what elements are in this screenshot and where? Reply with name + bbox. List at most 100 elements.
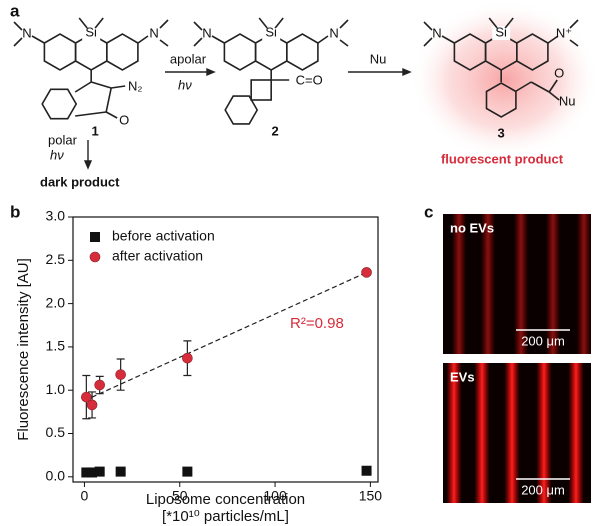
scale-label: 200 μm <box>521 333 565 348</box>
bond <box>339 39 349 47</box>
bond <box>111 85 126 89</box>
legend-label: after activation <box>112 248 203 264</box>
compound-label: 2 <box>272 123 279 138</box>
point <box>87 467 98 478</box>
product-label: dark product <box>40 174 120 189</box>
atom: N <box>202 25 211 40</box>
bond <box>423 37 433 47</box>
bond <box>74 81 92 93</box>
bond <box>193 37 203 47</box>
x-tick-label: 50 <box>172 488 188 504</box>
condition: Nu <box>370 51 387 66</box>
stripe <box>537 363 551 503</box>
bond <box>105 111 118 119</box>
point <box>86 399 98 411</box>
panel-label: c <box>424 202 433 221</box>
bond <box>159 39 169 47</box>
point <box>115 466 126 477</box>
x-axis-label: [*10¹⁰ particles/mL] <box>162 508 289 525</box>
y-tick-label: 2.0 <box>46 294 66 310</box>
y-tick-label: 2.5 <box>46 251 66 267</box>
bond <box>137 35 149 44</box>
condition: polar <box>48 132 78 147</box>
bond <box>13 21 23 31</box>
atom: Si <box>495 24 507 39</box>
point <box>361 465 372 476</box>
atom: Si <box>85 24 97 39</box>
bond <box>105 87 112 113</box>
ring <box>515 33 549 71</box>
bond <box>317 35 329 44</box>
atom: N⁺ <box>556 25 572 40</box>
condition: hν <box>50 147 64 162</box>
point <box>94 379 105 391</box>
bond <box>339 19 349 29</box>
bond <box>423 21 433 31</box>
atom-bg <box>82 26 101 40</box>
bond <box>90 81 112 89</box>
atom: N <box>149 25 158 40</box>
atom: N <box>432 25 441 40</box>
x-tick-label: 150 <box>359 488 383 504</box>
stripe <box>577 214 591 354</box>
atom-bg <box>262 26 281 40</box>
x-axis-label: Liposome concentration <box>146 491 305 508</box>
chart: 0.0 0.5 1.0 1.5 2.0 2.5 3.0 0 50 100 150 Fluorescen… <box>15 208 382 525</box>
panel-label: b <box>10 202 20 221</box>
ring <box>285 33 319 71</box>
image-label: no EVs <box>450 220 494 235</box>
stripe <box>546 214 560 354</box>
stripe <box>505 363 519 503</box>
x-tick-label: 0 <box>81 488 89 504</box>
arrows <box>83 67 412 170</box>
legend-label: before activation <box>112 228 215 244</box>
panel-label: a <box>10 1 20 20</box>
ring <box>43 33 77 71</box>
compound-label: 1 <box>92 123 99 138</box>
y-tick-label: 3.0 <box>46 208 66 224</box>
fit-line <box>84 271 367 402</box>
point <box>182 352 193 364</box>
stripe <box>514 214 528 354</box>
bond <box>515 81 532 92</box>
atom: O <box>554 65 564 80</box>
legend-marker <box>90 232 100 242</box>
stripe <box>447 363 461 503</box>
bond <box>193 21 203 31</box>
bond <box>441 35 455 44</box>
point <box>81 467 92 478</box>
bond <box>258 17 268 29</box>
atom: N <box>329 25 338 40</box>
bond <box>78 17 88 29</box>
point <box>115 369 126 380</box>
ring <box>223 33 257 71</box>
atom: Nu <box>559 93 576 108</box>
ring <box>250 79 272 101</box>
bond <box>548 91 560 101</box>
point <box>94 466 105 477</box>
bond <box>488 17 498 29</box>
atom-bg <box>492 26 511 40</box>
bond <box>530 81 550 93</box>
stripe <box>475 363 489 503</box>
ring <box>485 82 517 118</box>
ring <box>41 88 78 120</box>
scale-label: 200 μm <box>521 482 565 497</box>
ring <box>224 95 259 125</box>
annotation: R²=0.98 <box>290 315 344 332</box>
x-tick-label: 100 <box>263 488 287 504</box>
point <box>361 267 372 278</box>
stripe <box>481 214 495 354</box>
bond <box>504 17 514 29</box>
y-tick-label: 0.0 <box>46 468 66 484</box>
bond <box>75 111 107 117</box>
image-label: EVs <box>450 369 475 384</box>
legend-marker <box>89 251 101 263</box>
bond <box>31 35 45 44</box>
bond <box>548 79 558 93</box>
stripe <box>569 363 583 503</box>
point <box>81 391 92 403</box>
y-tick-label: 1.5 <box>46 338 66 354</box>
stripe <box>452 214 466 354</box>
